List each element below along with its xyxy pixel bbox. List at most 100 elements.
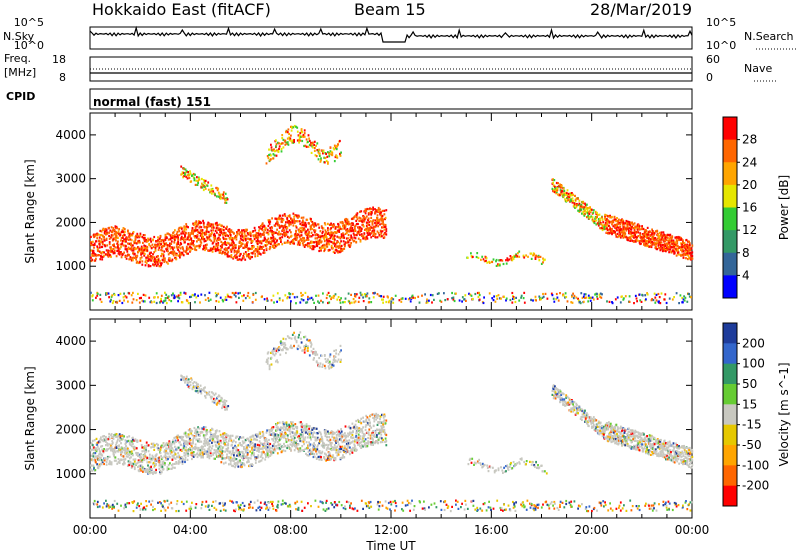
power-data-point xyxy=(215,224,218,227)
power-data-point xyxy=(302,238,305,241)
velocity-data-point xyxy=(118,459,121,462)
power-data-point xyxy=(597,222,600,225)
power-data-point xyxy=(329,228,332,231)
power-data-point xyxy=(323,237,326,240)
power-data-point xyxy=(184,168,187,171)
velocity-data-point xyxy=(196,446,198,449)
velocity-data-point xyxy=(117,445,119,448)
power-data-point xyxy=(370,212,373,215)
power-data-point xyxy=(170,240,173,243)
power-data-point xyxy=(354,234,357,237)
power-data-point xyxy=(251,255,253,259)
power-data-point xyxy=(224,243,226,246)
power-data-point xyxy=(214,237,216,240)
power-data-point xyxy=(603,228,606,231)
power-data-point xyxy=(510,257,512,260)
power-data-point xyxy=(605,225,608,228)
power-data-point xyxy=(657,292,660,296)
velocity-data-point xyxy=(197,446,200,450)
power-data-point xyxy=(323,235,326,238)
power-data-point xyxy=(261,226,264,229)
velocity-data-point xyxy=(160,444,163,447)
power-data-point xyxy=(199,301,201,304)
power-data-point xyxy=(272,294,275,297)
power-data-point xyxy=(201,234,203,237)
power-data-point xyxy=(688,256,690,260)
velocity-data-point xyxy=(160,464,162,467)
power-data-point xyxy=(555,181,558,185)
velocity-data-point xyxy=(106,444,109,447)
velocity-data-point xyxy=(206,443,209,447)
power-data-point xyxy=(342,301,344,304)
power-data-point xyxy=(668,241,670,244)
power-data-point xyxy=(365,215,368,218)
velocity-data-point xyxy=(206,433,208,436)
velocity-data-point xyxy=(208,443,211,446)
velocity-data-point xyxy=(210,435,213,438)
velocity-data-point xyxy=(97,467,100,470)
power-data-point xyxy=(659,247,662,250)
power-data-point xyxy=(584,296,586,299)
velocity-data-point xyxy=(209,439,211,442)
power-data-point xyxy=(249,257,252,260)
power-data-point xyxy=(574,194,576,197)
velocity-data-point xyxy=(171,458,174,461)
power-data-point xyxy=(645,230,648,233)
power-data-point xyxy=(164,299,167,302)
power-data-point xyxy=(256,238,259,241)
power-data-point xyxy=(216,231,218,234)
power-data-point xyxy=(685,238,688,242)
power-data-point xyxy=(233,232,235,235)
velocity-data-point xyxy=(99,438,102,441)
power-data-point xyxy=(530,298,532,302)
power-data-point xyxy=(344,241,347,244)
power-data-point xyxy=(290,234,293,237)
power-data-point xyxy=(319,230,322,233)
power-data-point xyxy=(376,230,379,233)
velocity-data-point xyxy=(214,436,217,439)
power-data-point xyxy=(107,252,110,255)
power-data-point xyxy=(360,210,363,213)
power-data-point xyxy=(599,219,601,222)
power-data-point xyxy=(383,236,386,239)
power-data-point xyxy=(164,291,166,294)
velocity-data-point xyxy=(137,452,139,455)
power-data-point xyxy=(312,222,314,225)
power-data-point xyxy=(307,234,310,237)
power-data-point xyxy=(509,298,512,302)
velocity-data-point xyxy=(148,453,151,456)
power-data-point xyxy=(261,295,263,298)
power-data-point xyxy=(110,250,112,253)
power-data-point xyxy=(184,234,186,237)
power-data-point xyxy=(307,134,310,137)
power-data-point xyxy=(259,232,262,235)
nsky-tick: 10^0 xyxy=(14,39,44,52)
velocity-data-point xyxy=(154,464,156,467)
power-data-point xyxy=(179,293,182,296)
power-data-point xyxy=(282,226,285,230)
xtick-label: 08:00 xyxy=(273,523,308,537)
power-data-point xyxy=(691,254,694,257)
power-data-point xyxy=(516,255,519,258)
velocity-data-point xyxy=(177,446,180,449)
power-data-point xyxy=(495,258,498,262)
power-data-point xyxy=(289,241,292,244)
power-data-point xyxy=(367,218,369,221)
power-data-point xyxy=(189,245,191,248)
power-data-point xyxy=(382,295,385,298)
power-data-point xyxy=(340,247,342,250)
power-data-point xyxy=(314,154,317,157)
power-data-point xyxy=(204,182,206,185)
power-data-point xyxy=(688,240,690,243)
power-data-point xyxy=(296,295,299,299)
power-data-point xyxy=(689,247,692,250)
power-data-point xyxy=(387,301,390,304)
velocity-data-point xyxy=(177,460,180,464)
velocity-data-point xyxy=(175,462,178,465)
power-data-point xyxy=(221,246,223,249)
velocity-data-point xyxy=(136,439,139,442)
power-data-point xyxy=(618,218,620,221)
power-data-point xyxy=(293,238,295,241)
power-data-point xyxy=(686,243,689,246)
